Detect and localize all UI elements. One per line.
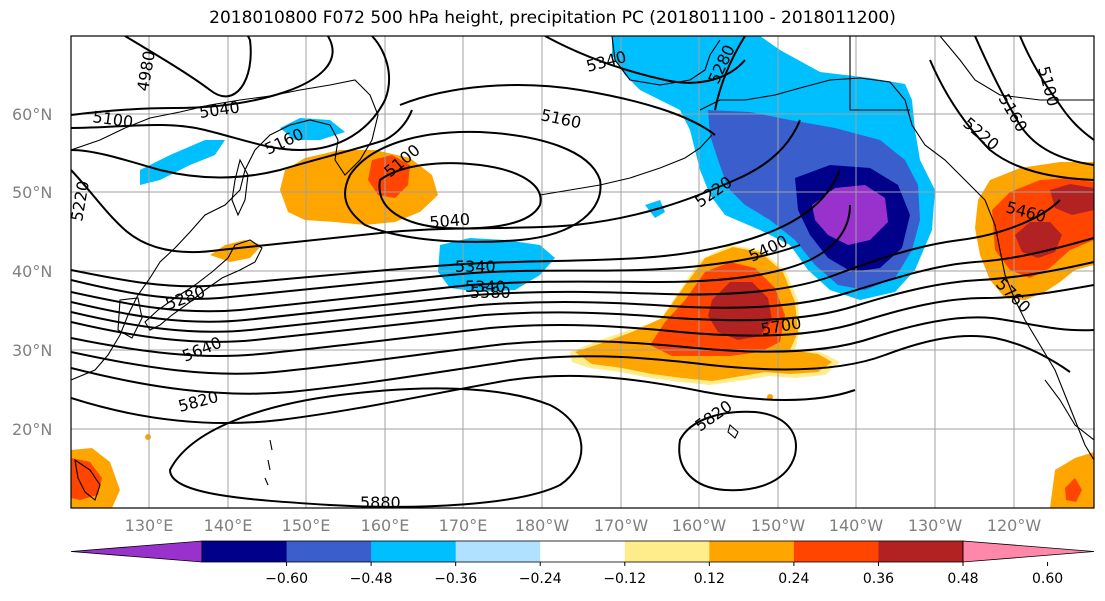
contour-5220-west — [71, 119, 801, 254]
contour-5520 — [71, 237, 1094, 333]
colorbar-tick-label: 0.48 — [947, 571, 978, 587]
contour-5580 — [71, 261, 1094, 343]
lat-label-30n: 30°N — [12, 341, 52, 360]
precip-positive-darkred-central — [708, 282, 772, 340]
contour-5160-north — [399, 84, 716, 136]
longitude-labels: 130°E 140°E 150°E 160°E 170°E 180°W 170°… — [125, 516, 1042, 535]
colorbar-segment — [202, 541, 288, 562]
precip-positive-red-southeast — [1065, 478, 1082, 502]
contour-5640 — [71, 284, 1094, 358]
contour-label: 5880 — [360, 493, 401, 512]
lon-label-140w: 140°W — [829, 516, 884, 535]
lon-label-160e: 160°E — [361, 516, 410, 535]
coastline-mexico — [1044, 379, 1094, 441]
colorbar-segment — [371, 541, 457, 562]
coastline-aleutians — [539, 134, 713, 196]
coastline-asia — [71, 79, 379, 381]
colorbar-segment — [540, 541, 626, 562]
contour-5100-northwest — [71, 36, 390, 152]
colorbar-tick-label: 0.36 — [863, 571, 894, 587]
contour-label: 5340 — [465, 277, 506, 296]
contour-4980 — [124, 36, 252, 98]
contour-5460 — [71, 199, 1061, 323]
colorbar-tick-label: −0.60 — [265, 571, 308, 587]
colorbar-extend-max — [962, 540, 1095, 563]
lon-label-130w: 130°W — [908, 516, 963, 535]
precip-negative-patch-okhotsk — [140, 140, 225, 185]
contour-5280 — [71, 169, 841, 288]
precip-positive-red-southwest — [71, 458, 102, 500]
contour-5880 — [168, 387, 583, 508]
coastline-canada-interior — [849, 36, 1094, 111]
contour-5160-west — [71, 109, 413, 179]
coastline-philippines — [74, 458, 101, 501]
map-frame — [70, 35, 1095, 509]
colorbar-segment — [286, 541, 372, 562]
coastlines — [71, 36, 1094, 501]
precip-negative-patch-central — [438, 238, 555, 292]
contour-5700 — [71, 316, 1094, 375]
colorbar-segment — [455, 541, 541, 562]
contour-label: 5340 — [455, 257, 496, 276]
lon-label-170w: 170°W — [594, 516, 649, 535]
contour-5820 — [71, 374, 856, 425]
coastline-islands — [264, 439, 273, 486]
colorbar-tick-label: −0.48 — [350, 571, 393, 587]
contour-5100-east — [1019, 36, 1094, 141]
precip-shading — [71, 36, 1094, 508]
coastline-alaska — [699, 77, 1094, 461]
contour-label: 5580 — [470, 283, 511, 302]
contour-5040-northwest — [71, 36, 334, 116]
latitude-labels: 60°N 50°N 40°N 30°N 20°N — [12, 105, 52, 439]
lon-label-160w: 160°W — [672, 516, 727, 535]
contour-5280-north — [714, 36, 746, 111]
map-title: 2018010800 F072 500 hPa height, precipit… — [209, 8, 896, 28]
colorbar-tick-label: −0.12 — [603, 571, 646, 587]
contour-label: 5220 — [67, 179, 93, 222]
colorbar-ticks: −0.60 −0.48 −0.36 −0.24 −0.12 0.12 0.24 0.36 0.4… — [265, 562, 1063, 587]
contour-5100-closed — [344, 130, 602, 243]
contour-5040-closed — [378, 162, 542, 230]
colorbar-segment — [878, 541, 964, 562]
coastline-hawaii — [727, 424, 739, 439]
coastline-korea — [117, 297, 143, 339]
lat-label-50n: 50°N — [12, 183, 52, 202]
colorbar-segment — [793, 541, 879, 562]
precip-positive-dot — [145, 434, 151, 440]
contour-5220-east — [929, 59, 1094, 181]
lon-label-170e: 170°E — [439, 516, 488, 535]
lat-label-40n: 40°N — [12, 262, 52, 281]
contour-label: 5040 — [429, 210, 471, 232]
contour-5160-east — [974, 36, 1094, 166]
colorbar-outline — [201, 540, 964, 563]
colorbar-segment — [624, 541, 710, 562]
lon-label-120w: 120°W — [987, 516, 1042, 535]
lon-label-180w: 180°W — [515, 516, 570, 535]
lon-label-150w: 150°W — [751, 516, 806, 535]
lon-label-140e: 140°E — [204, 516, 253, 535]
colorbar-tick-label: 0.60 — [1032, 571, 1063, 587]
colorbar-tick-label: −0.36 — [434, 571, 477, 587]
colorbar-tick-label: 0.12 — [694, 571, 725, 587]
contour-5340 — [71, 244, 801, 300]
colorbar-segment — [709, 541, 795, 562]
contour-5760 — [71, 335, 1071, 395]
colorbar-tick-label: −0.24 — [519, 571, 562, 587]
precip-positive-dot-2 — [767, 394, 773, 400]
precip-positive-patch-japan — [210, 240, 262, 262]
colorbar-extend-min — [70, 540, 203, 563]
lat-label-60n: 60°N — [12, 105, 52, 124]
colorbar — [70, 540, 1095, 563]
contour-5400 — [71, 204, 851, 313]
lon-label-130e: 130°E — [125, 516, 174, 535]
lon-label-150e: 150°E — [282, 516, 331, 535]
contour-5820-closed — [678, 410, 797, 492]
lat-label-20n: 20°N — [12, 420, 52, 439]
height-contours — [71, 36, 1094, 508]
colorbar-tick-label: 0.24 — [778, 571, 809, 587]
precip-positive-region-southeast — [1050, 452, 1094, 508]
